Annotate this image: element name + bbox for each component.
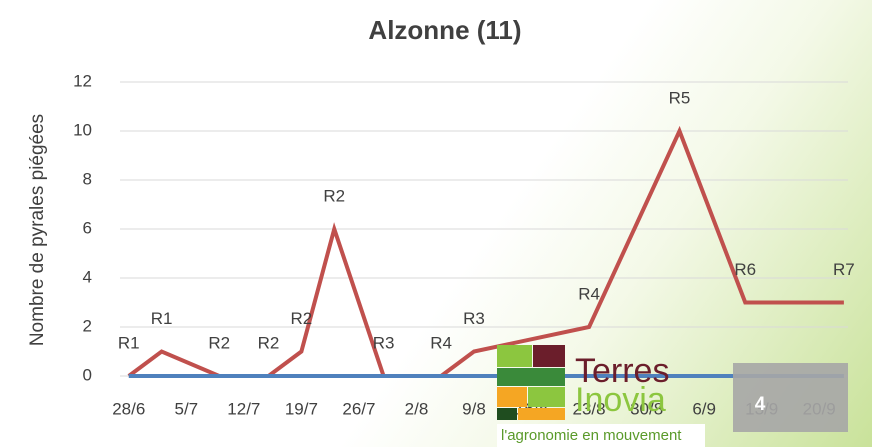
- logo-block: [518, 408, 565, 420]
- logo-block: [497, 368, 565, 386]
- x-tick-label: 5/7: [174, 399, 198, 418]
- y-tick-label: 10: [73, 120, 92, 139]
- point-label: R2: [291, 309, 313, 328]
- y-tick-label: 6: [83, 218, 92, 237]
- point-label: R5: [669, 88, 691, 107]
- logo-name: Inovia: [575, 381, 666, 419]
- logo-block: [528, 387, 565, 407]
- logo-tagline: l'agronomie en mouvement: [501, 427, 682, 444]
- x-tick-label: 6/9: [692, 399, 716, 418]
- tagline-box: [497, 424, 705, 447]
- logo: Terres Inovia l'agronomie en mouvement: [497, 345, 705, 447]
- y-tick-label: 8: [83, 169, 92, 188]
- point-label: R3: [373, 333, 395, 352]
- x-tick-label: 23/8: [573, 399, 606, 418]
- page-number-box: [733, 363, 848, 432]
- point-label: R2: [208, 333, 230, 352]
- y-tick-label: 2: [83, 316, 92, 335]
- point-label: R6: [734, 260, 756, 279]
- point-label: R2: [323, 186, 345, 205]
- point-label: R4: [578, 284, 600, 303]
- x-tick-label: 2/8: [405, 399, 429, 418]
- page-number: 4: [755, 394, 766, 415]
- x-tick-label: 30/8: [630, 399, 663, 418]
- y-tick-label: 12: [73, 71, 92, 90]
- x-tick-label: 9/8: [462, 399, 486, 418]
- logo-block: [497, 408, 517, 420]
- y-tick-label: 0: [83, 365, 92, 384]
- x-tick-label: 28/6: [112, 399, 145, 418]
- logo-block: [533, 345, 565, 367]
- x-tick-label: 26/7: [342, 399, 375, 418]
- data-line: [127, 125, 844, 378]
- x-tick-label: 12/7: [227, 399, 260, 418]
- point-label: R3: [463, 309, 485, 328]
- x-tick-label: 19/7: [285, 399, 318, 418]
- y-axis-label: Nombre de pyrales piégées: [27, 114, 48, 346]
- point-label: R4: [430, 333, 452, 352]
- chart-title: Alzonne (11): [368, 15, 521, 45]
- logo-name: Terres: [575, 352, 669, 390]
- logo-block: [497, 387, 527, 407]
- logo-block: [497, 345, 532, 367]
- point-label: R7: [833, 260, 855, 279]
- point-label: R1: [151, 309, 173, 328]
- point-label: R1: [118, 333, 140, 352]
- point-label: R2: [258, 333, 280, 352]
- y-tick-label: 4: [83, 267, 92, 286]
